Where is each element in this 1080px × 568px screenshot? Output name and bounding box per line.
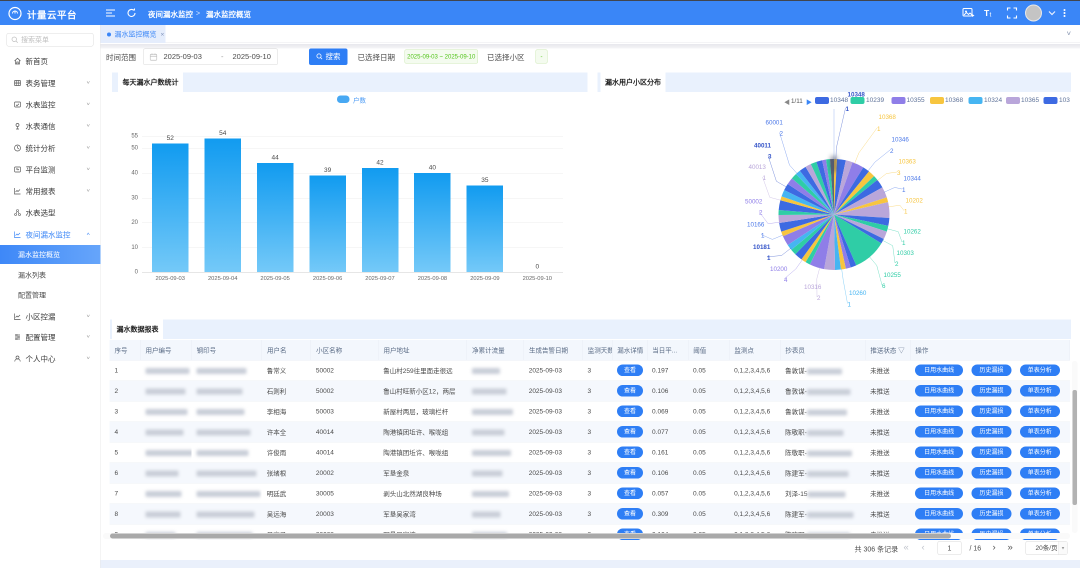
svg-text:40011: 40011 [754,143,772,150]
svg-text:1: 1 [904,209,908,216]
svg-text:10368: 10368 [879,114,897,121]
svg-text:10363: 10363 [899,159,917,166]
svg-text:10166: 10166 [747,222,765,229]
svg-text:3: 3 [897,170,901,177]
svg-text:6: 6 [882,283,886,290]
svg-text:1: 1 [846,106,850,113]
svg-text:2: 2 [817,295,821,302]
svg-text:1: 1 [902,240,906,247]
svg-text:60001: 60001 [766,120,784,127]
svg-text:10200: 10200 [770,266,788,273]
svg-text:2: 2 [895,261,899,268]
svg-text:10202: 10202 [906,198,924,205]
svg-text:10181: 10181 [753,244,771,251]
svg-text:T: T [984,8,990,18]
svg-text:40013: 40013 [749,164,767,171]
svg-text:10255: 10255 [884,272,902,279]
svg-text:1: 1 [877,126,881,133]
svg-text:10260: 10260 [849,290,867,297]
svg-text:2: 2 [780,131,784,138]
svg-text:1: 1 [902,187,906,194]
svg-text:1: 1 [767,255,771,262]
svg-text:t: t [990,12,992,19]
svg-text:10348: 10348 [848,92,866,99]
svg-text:10344: 10344 [904,176,922,183]
svg-text:10262: 10262 [904,229,922,236]
svg-text:1: 1 [761,233,765,240]
svg-text:10346: 10346 [892,137,910,144]
svg-text:50002: 50002 [745,199,763,206]
svg-text:1: 1 [848,302,852,309]
svg-text:2: 2 [890,148,894,155]
svg-text:10316: 10316 [804,284,822,291]
svg-text:10303: 10303 [897,250,915,257]
svg-text:2: 2 [759,210,763,217]
svg-text:1: 1 [763,175,767,182]
svg-text:3: 3 [768,154,772,161]
svg-text:4: 4 [784,277,788,284]
